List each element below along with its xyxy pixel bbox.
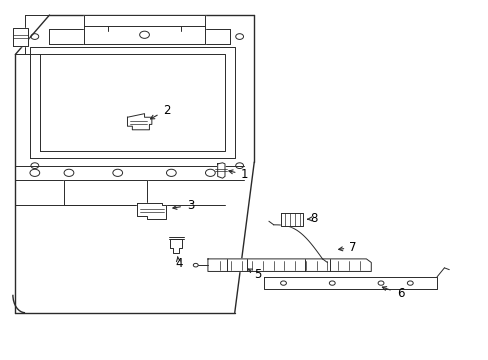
Polygon shape: [127, 114, 152, 130]
Text: 3: 3: [187, 199, 194, 212]
Polygon shape: [264, 277, 436, 289]
Polygon shape: [170, 239, 182, 253]
Text: 7: 7: [348, 241, 356, 254]
Polygon shape: [137, 203, 166, 220]
Polygon shape: [217, 163, 224, 178]
Polygon shape: [83, 15, 205, 44]
Text: 2: 2: [163, 104, 170, 117]
Polygon shape: [64, 180, 147, 205]
Text: 4: 4: [175, 257, 182, 270]
Polygon shape: [15, 15, 254, 313]
Text: 5: 5: [254, 268, 261, 281]
Polygon shape: [207, 259, 370, 271]
Polygon shape: [13, 28, 27, 45]
Polygon shape: [30, 47, 234, 158]
Text: 6: 6: [396, 287, 404, 300]
Text: 8: 8: [310, 212, 317, 225]
Text: 1: 1: [240, 168, 248, 181]
Polygon shape: [281, 213, 303, 226]
